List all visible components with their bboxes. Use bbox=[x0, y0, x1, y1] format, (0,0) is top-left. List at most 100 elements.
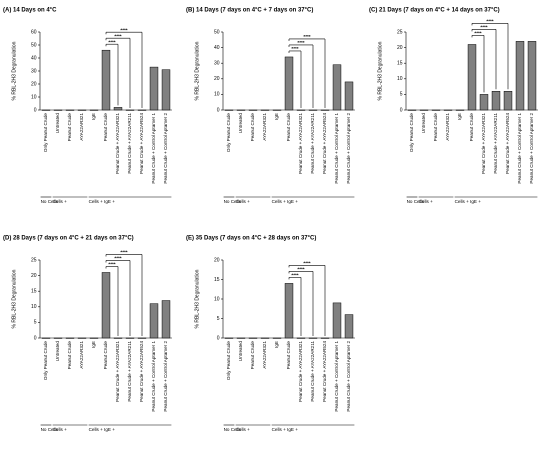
y-tick-label: 25 bbox=[397, 29, 403, 35]
x-tick-label: IgE bbox=[91, 341, 96, 348]
x-tick-label: Peanut Crude + AYA22AR524 bbox=[322, 341, 327, 402]
y-tick-label: 0 bbox=[34, 335, 37, 341]
x-tick-label: AYA22AR321 bbox=[445, 113, 450, 141]
bar bbox=[113, 107, 123, 111]
significance-label: **** bbox=[120, 250, 127, 255]
x-tick-label: Peanut Crude bbox=[67, 113, 72, 142]
x-tick-label: Peanut Crude + Control Aptamer 1 bbox=[151, 341, 156, 412]
x-tick-label: Peanut Crude + Control Aptamer 2 bbox=[163, 113, 168, 184]
x-tick-label: Peanut Crude + Control Aptamer 2 bbox=[163, 341, 168, 412]
y-tick-label: 0 bbox=[217, 335, 220, 341]
y-tick-label: 15 bbox=[31, 289, 37, 295]
y-tick-label: 20 bbox=[214, 257, 220, 263]
significance-label: **** bbox=[120, 27, 127, 32]
bar bbox=[284, 283, 294, 339]
chart-title: (A) 14 Days on 4°C bbox=[3, 8, 57, 14]
significance-label: **** bbox=[114, 256, 121, 261]
bar bbox=[161, 69, 171, 111]
significance-label: **** bbox=[291, 273, 298, 278]
significance-label: **** bbox=[297, 40, 304, 45]
x-tick-label: AYA22AR321 bbox=[262, 341, 267, 369]
x-tick-label: IgE bbox=[274, 341, 279, 348]
y-tick-label: 50 bbox=[214, 29, 220, 35]
x-tick-label: IgE bbox=[274, 113, 279, 120]
x-tick-label: Only Peanut Crude bbox=[409, 113, 414, 153]
y-tick-label: 0 bbox=[400, 107, 403, 113]
x-tick-label: Peanut Crude + Control Aptamer 2 bbox=[529, 113, 534, 184]
bar bbox=[149, 303, 159, 339]
significance-label: **** bbox=[108, 262, 115, 267]
x-tick-label: Peanut Crude + AYA22AR524 bbox=[505, 113, 510, 174]
group-label: Cells + IgE + bbox=[455, 199, 482, 204]
x-tick-label: Peanut Crude + AYA22AR211 bbox=[127, 113, 132, 174]
y-tick-label: 15 bbox=[214, 277, 220, 283]
y-tick-label: 10 bbox=[397, 76, 403, 82]
chart-title: (D) 28 Days (7 days on 4°C + 21 days on … bbox=[3, 236, 134, 242]
y-tick-label: 5 bbox=[400, 92, 403, 98]
y-tick-label: 20 bbox=[31, 81, 37, 87]
x-tick-label: Untreated bbox=[421, 113, 426, 134]
significance-label: **** bbox=[303, 261, 310, 266]
y-tick-label: 30 bbox=[214, 61, 220, 67]
group-label: Cells + IgE + bbox=[272, 199, 299, 204]
x-tick-label: Untreated bbox=[238, 113, 243, 134]
bar bbox=[284, 56, 294, 111]
group-label: Cells + bbox=[53, 199, 67, 204]
group-label: Cells + IgE + bbox=[89, 427, 116, 432]
bar bbox=[479, 94, 489, 111]
y-tick-label: 10 bbox=[214, 92, 220, 98]
group-label: Cells + bbox=[236, 427, 250, 432]
bar bbox=[101, 272, 111, 339]
chart-title: (B) 14 Days (7 days on 4°C + 7 days on 3… bbox=[186, 8, 313, 14]
significance-label: **** bbox=[486, 19, 493, 24]
x-tick-label: Peanut Crude + AYA22AR321 bbox=[115, 113, 120, 174]
group-label: No Cells bbox=[224, 199, 242, 204]
x-tick-label: AYA22AR321 bbox=[79, 341, 84, 369]
x-tick-label: Peanut Crude bbox=[433, 113, 438, 142]
bar bbox=[332, 64, 342, 111]
x-tick-label: Peanut Crude + AYA22AR211 bbox=[310, 113, 315, 174]
y-tick-label: 15 bbox=[397, 61, 403, 67]
x-tick-label: Peanut Crude bbox=[250, 113, 255, 142]
x-tick-label: Only Peanut Crude bbox=[226, 341, 231, 381]
group-label: No Cells bbox=[41, 427, 59, 432]
x-tick-label: Peanut Crude bbox=[67, 341, 72, 370]
y-tick-label: 0 bbox=[34, 107, 37, 113]
x-tick-label: Untreated bbox=[55, 113, 60, 134]
bar bbox=[344, 81, 354, 111]
x-tick-label: Untreated bbox=[238, 341, 243, 362]
significance-label: **** bbox=[480, 25, 487, 30]
x-tick-label: IgE bbox=[91, 113, 96, 120]
y-tick-label: 0 bbox=[217, 107, 220, 113]
bar bbox=[101, 49, 111, 111]
significance-label: **** bbox=[114, 33, 121, 38]
x-tick-label: Peanut Crude + Control Aptamer 1 bbox=[517, 113, 522, 184]
x-tick-label: Peanut Crude + AYA22AR321 bbox=[298, 113, 303, 174]
significance-label: **** bbox=[303, 34, 310, 39]
x-tick-label: Only Peanut Crude bbox=[43, 341, 48, 381]
chart-title: (E) 35 Days (7 days on 4°C + 28 days on … bbox=[186, 236, 316, 242]
y-tick-label: 10 bbox=[31, 304, 37, 310]
bar bbox=[332, 302, 342, 339]
group-label: No Cells bbox=[41, 199, 59, 204]
group-label: No Cells bbox=[407, 199, 425, 204]
y-tick-label: 40 bbox=[214, 45, 220, 51]
y-axis-label: % RBL-2H3 Degranulation bbox=[194, 269, 200, 328]
group-label: No Cells bbox=[224, 427, 242, 432]
x-tick-label: Peanut Crude + AYA22AR321 bbox=[298, 341, 303, 402]
y-tick-label: 40 bbox=[31, 55, 37, 61]
y-tick-label: 25 bbox=[31, 257, 37, 263]
y-tick-label: 20 bbox=[214, 76, 220, 82]
x-tick-label: Peanut Crude bbox=[286, 341, 291, 370]
x-tick-label: Peanut Crude + AYA22AR321 bbox=[115, 341, 120, 402]
y-tick-label: 20 bbox=[31, 273, 37, 279]
bar bbox=[491, 91, 501, 111]
x-tick-label: Peanut Crude + Control Aptamer 2 bbox=[346, 341, 351, 412]
group-label: Cells + bbox=[53, 427, 67, 432]
significance-label: **** bbox=[108, 39, 115, 44]
bar bbox=[149, 66, 159, 111]
y-tick-label: 10 bbox=[214, 296, 220, 302]
x-tick-label: Peanut Crude + Control Aptamer 1 bbox=[151, 113, 156, 184]
x-tick-label: Peanut Crude + AYA22AR211 bbox=[310, 341, 315, 402]
